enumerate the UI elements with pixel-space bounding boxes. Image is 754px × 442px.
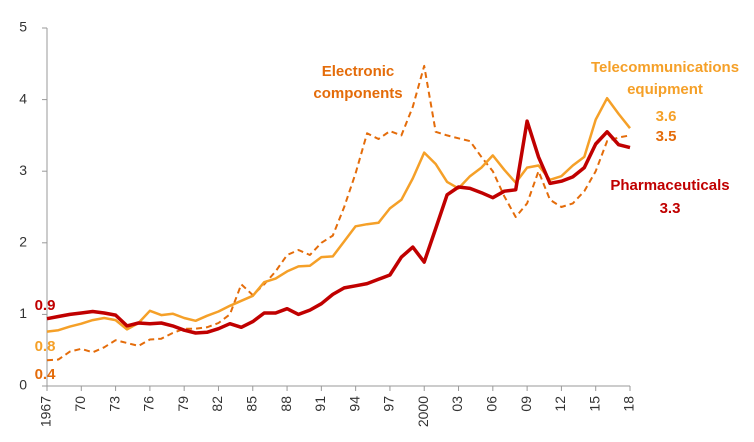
y-tick-label: 5: [19, 19, 27, 35]
x-tick-label: 73: [106, 396, 122, 412]
y-tick-label: 1: [19, 305, 27, 321]
end-value-label: 3.6: [656, 108, 677, 125]
end-value-label: 3.3: [660, 200, 681, 217]
y-tick-label: 2: [19, 234, 27, 250]
x-tick-label: 12: [552, 396, 568, 412]
x-tick-label: 79: [175, 396, 191, 412]
series-line: [46, 96, 631, 333]
start-value-label: 0.8: [35, 338, 56, 355]
x-tick-label: 94: [346, 396, 362, 412]
start-value-label: 0.4: [35, 366, 57, 383]
x-tick-label: 2000: [415, 396, 431, 427]
x-tick-label: 82: [209, 396, 225, 412]
y-tick-label: 0: [19, 377, 27, 393]
series-line: [46, 64, 631, 362]
x-tick-label: 91: [312, 396, 328, 412]
x-tick-label: 1967: [38, 396, 54, 427]
x-tick-label: 76: [141, 396, 157, 412]
x-tick-label: 70: [72, 396, 88, 412]
series-line: [46, 119, 631, 335]
y-tick-label: 4: [19, 90, 27, 106]
start-value-label: 0.9: [35, 297, 56, 314]
series-label: Electronic components: [313, 63, 403, 102]
x-tick-label: 88: [278, 396, 294, 412]
series-label: Telecommunications equipment: [590, 59, 740, 98]
y-tick-label: 3: [19, 162, 27, 178]
x-tick-label: 85: [243, 396, 259, 412]
x-tick-label: 97: [381, 396, 397, 412]
x-tick-label: 03: [449, 396, 465, 412]
x-tick-label: 15: [586, 396, 602, 412]
x-tick-label: 09: [518, 396, 534, 412]
series-label: Pharmaceuticals: [610, 177, 730, 194]
x-tick-label: 06: [484, 396, 500, 412]
end-value-label: 3.5: [656, 128, 677, 145]
x-tick-label: 18: [621, 396, 637, 412]
